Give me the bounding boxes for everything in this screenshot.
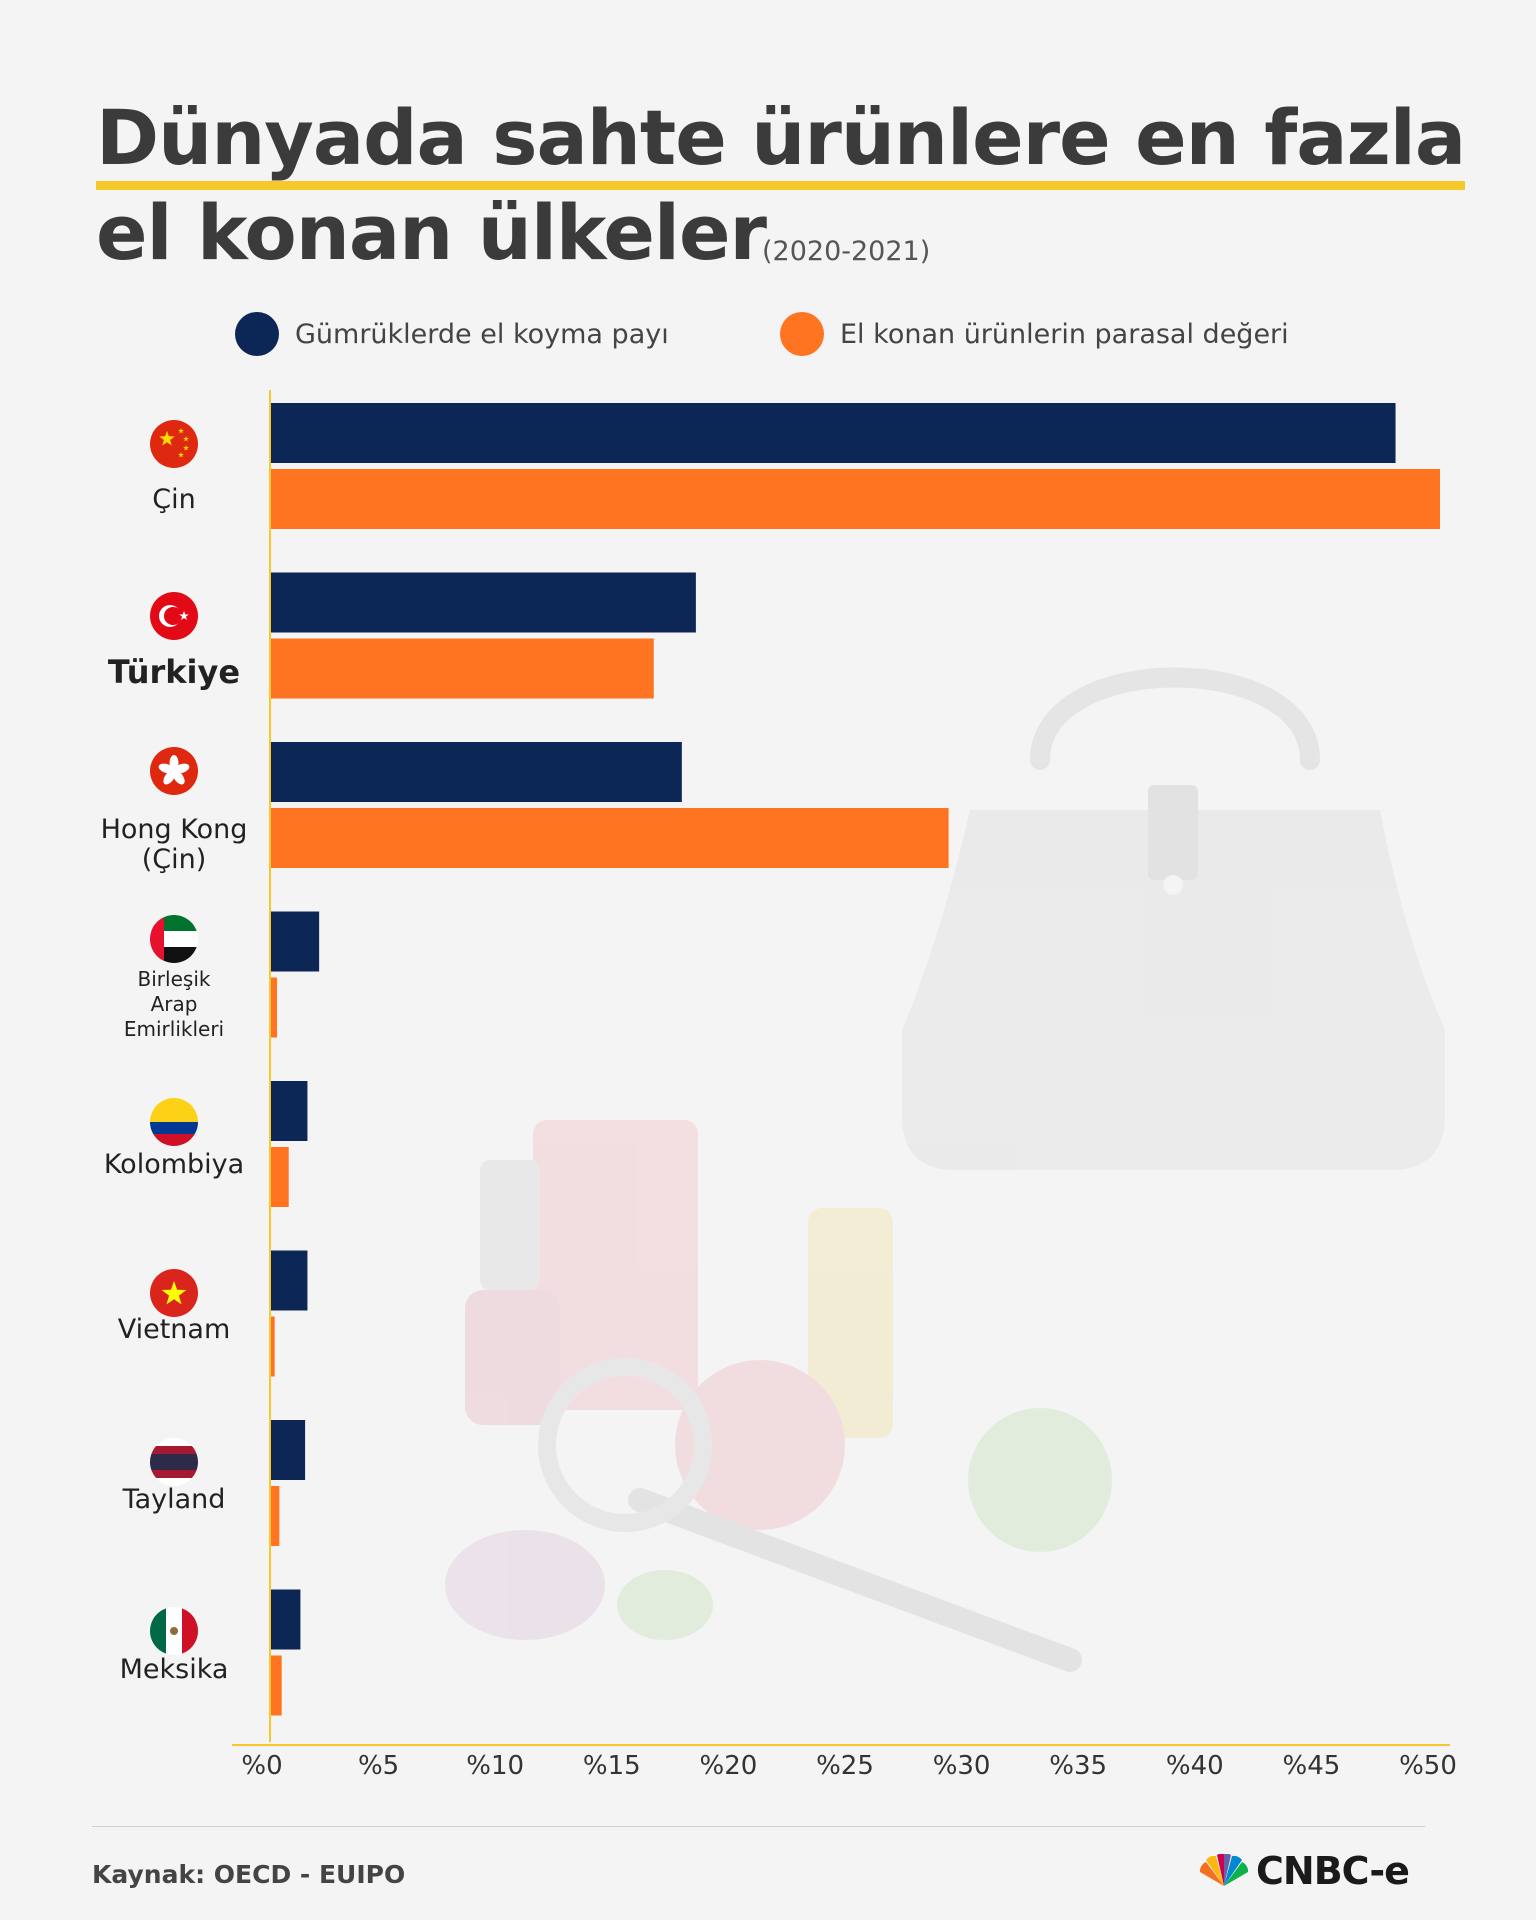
category-label-line: Meksika — [119, 1654, 229, 1685]
blush-palette-icon — [968, 1408, 1112, 1552]
category-label-line: Kolombiya — [103, 1149, 245, 1180]
category-label-4: Kolombiya — [74, 1149, 274, 1180]
x-tick-label-2: %10 — [466, 1751, 524, 1781]
eyeshadow-palette-icon — [445, 1530, 605, 1640]
bar-seizure-share-1 — [270, 572, 696, 633]
face-cream-jar-icon — [675, 1360, 845, 1530]
makeup-brush-icon — [628, 1488, 1082, 1672]
chart-title-line2: el konan ülkeler — [96, 188, 767, 277]
bar-monetary-value-2 — [270, 808, 949, 868]
category-label-line: Hong Kong — [100, 814, 248, 845]
x-tick-label-6: %30 — [933, 1751, 991, 1781]
x-tick-label-7: %35 — [1049, 1751, 1107, 1781]
category-label-line: (Çin) — [141, 844, 207, 876]
handbag-button-icon — [1163, 875, 1183, 895]
bar-monetary-value-0 — [270, 469, 1440, 529]
x-tick-label-3: %15 — [583, 1751, 641, 1781]
x-tick-label-5: %25 — [816, 1751, 874, 1781]
logo-text: CNBC-e — [1256, 1849, 1410, 1893]
x-tick-label-8: %40 — [1166, 1751, 1224, 1781]
category-label-6: Tayland — [74, 1484, 274, 1515]
bar-monetary-value-7 — [270, 1655, 282, 1716]
lip-balm-icon — [617, 1570, 713, 1640]
hongkong-flag-icon — [150, 747, 198, 795]
thailand-flag-icon — [150, 1438, 198, 1486]
category-label-2: Hong Kong (Çin) — [74, 814, 274, 876]
cnbc-e-logo: CNBC-e — [1196, 1846, 1410, 1896]
hand-cream-tube-icon — [533, 1120, 698, 1410]
uae-flag-icon — [150, 915, 198, 963]
x-tick-label-4: %20 — [700, 1751, 758, 1781]
bar-monetary-value-1 — [270, 638, 654, 699]
chart-title-text-1: Dünyada sahte ürünlere en fazla — [96, 93, 1466, 182]
turkey-flag-icon — [150, 592, 198, 640]
bar-monetary-value-6 — [270, 1486, 280, 1546]
nail-polish-cap-icon — [480, 1160, 540, 1290]
category-label-line: Çin — [152, 484, 196, 515]
bar-monetary-value-4 — [270, 1147, 289, 1207]
x-tick-label-1: %5 — [358, 1751, 399, 1781]
peacock-icon — [1199, 1854, 1249, 1886]
x-tick-label-9: %45 — [1283, 1751, 1341, 1781]
category-label-0: Çin — [74, 484, 274, 515]
foundation-bottle-icon — [808, 1208, 893, 1438]
legend-item-monetary-value: El konan ürünlerin parasal değeri — [780, 310, 1289, 358]
category-label-line: Tayland — [122, 1484, 226, 1515]
handbag-handle-icon — [1030, 667, 1320, 770]
bar-monetary-value-3 — [270, 977, 278, 1038]
legend-swatch-series1 — [235, 312, 279, 356]
nail-polish-icon — [465, 1290, 560, 1425]
bar-seizure-share-7 — [270, 1589, 301, 1650]
bar-seizure-share-2 — [270, 742, 682, 802]
category-label-line: Birleşik — [137, 967, 211, 991]
bar-seizure-share-0 — [270, 403, 1396, 463]
mexico-flag-icon — [150, 1607, 198, 1655]
legend-label-series2: El konan ürünlerin parasal değeri — [840, 318, 1289, 350]
category-label-line: Türkiye — [107, 653, 241, 691]
vietnam-flag-icon — [150, 1269, 198, 1317]
legend-label-series1: Gümrüklerde el koyma payı — [295, 318, 669, 350]
handbag-clasp-icon — [1148, 785, 1198, 880]
background-illustration — [445, 667, 1445, 1672]
category-label-line: Vietnam — [117, 1314, 231, 1345]
colombia-flag-icon — [150, 1098, 198, 1146]
bar-seizure-share-6 — [270, 1420, 306, 1480]
category-label-line: Arap — [150, 992, 198, 1016]
mirror-icon — [538, 1358, 712, 1532]
category-label-1: Türkiye — [74, 653, 274, 691]
bar-seizure-share-4 — [270, 1081, 308, 1141]
category-label-5: Vietnam — [74, 1314, 274, 1345]
china-flag-icon — [150, 420, 198, 468]
bar-seizure-share-3 — [270, 911, 320, 972]
source-note: Kaynak: OECD - EUIPO — [92, 1860, 406, 1889]
footer-divider — [92, 1826, 1425, 1827]
category-label-3: Birleşik Arap Emirlikleri — [74, 967, 274, 1042]
category-label-line: Emirlikleri — [123, 1017, 225, 1041]
bar-monetary-value-5 — [270, 1316, 275, 1377]
legend-swatch-series2 — [780, 312, 824, 356]
legend-item-seizure-share: Gümrüklerde el koyma payı — [235, 310, 669, 358]
chart-subtitle: (2020-2021) — [762, 236, 931, 267]
bar-seizure-share-5 — [270, 1250, 308, 1311]
handbag-body-icon — [902, 810, 1445, 1170]
category-label-7: Meksika — [74, 1654, 274, 1685]
x-tick-label-0: %0 — [241, 1751, 282, 1781]
x-tick-label-10: %50 — [1399, 1751, 1457, 1781]
